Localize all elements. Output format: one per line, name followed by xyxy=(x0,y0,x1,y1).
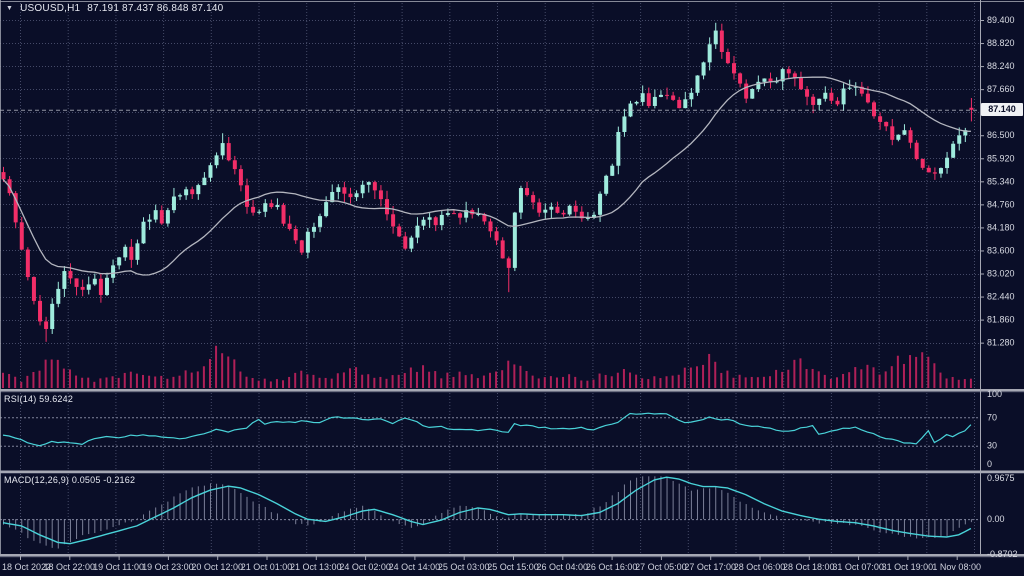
svg-text:85.920: 85.920 xyxy=(987,153,1015,163)
svg-text:27 Oct 05:00: 27 Oct 05:00 xyxy=(635,562,687,572)
svg-text:27 Oct 17:00: 27 Oct 17:00 xyxy=(684,562,736,572)
svg-text:26 Oct 16:00: 26 Oct 16:00 xyxy=(586,562,638,572)
svg-text:21 Oct 01:00: 21 Oct 01:00 xyxy=(241,562,293,572)
current-price-badge: 87.140 xyxy=(981,103,1023,117)
svg-text:0: 0 xyxy=(987,459,992,469)
svg-text:84.180: 84.180 xyxy=(987,222,1015,232)
svg-text:25 Oct 15:00: 25 Oct 15:00 xyxy=(487,562,539,572)
collapse-arrow-icon[interactable]: ▼ xyxy=(6,5,14,12)
svg-text:0.9675: 0.9675 xyxy=(987,473,1015,483)
svg-text:-0.8702: -0.8702 xyxy=(987,549,1018,559)
price-axis[interactable]: 89.40088.82088.24087.66087.08086.50085.9… xyxy=(980,15,1018,559)
svg-text:87.660: 87.660 xyxy=(987,84,1015,94)
svg-text:18 Oct 22:00: 18 Oct 22:00 xyxy=(44,562,96,572)
rsi-indicator-label: RSI(14) 59.6242 xyxy=(4,394,74,404)
svg-text:19 Oct 11:00: 19 Oct 11:00 xyxy=(93,562,144,572)
svg-text:19 Oct 23:00: 19 Oct 23:00 xyxy=(142,562,194,572)
svg-text:85.340: 85.340 xyxy=(987,176,1015,186)
svg-text:24 Oct 14:00: 24 Oct 14:00 xyxy=(389,562,441,572)
svg-text:28 Oct 18:00: 28 Oct 18:00 xyxy=(783,562,835,572)
svg-text:82.440: 82.440 xyxy=(987,292,1015,302)
svg-text:26 Oct 04:00: 26 Oct 04:00 xyxy=(537,562,589,572)
svg-text:20 Oct 12:00: 20 Oct 12:00 xyxy=(191,562,243,572)
svg-text:31 Oct 07:00: 31 Oct 07:00 xyxy=(832,562,884,572)
svg-text:88.240: 88.240 xyxy=(987,61,1015,71)
svg-text:1 Nov 08:00: 1 Nov 08:00 xyxy=(932,562,981,572)
svg-text:70: 70 xyxy=(987,412,997,422)
svg-text:21 Oct 13:00: 21 Oct 13:00 xyxy=(290,562,342,572)
svg-text:86.500: 86.500 xyxy=(987,130,1015,140)
svg-text:83.020: 83.020 xyxy=(987,269,1015,279)
svg-text:81.860: 81.860 xyxy=(987,315,1015,325)
svg-text:81.280: 81.280 xyxy=(987,338,1015,348)
macd-indicator-label: MACD(12,26,9) 0.0505 -0.2162 xyxy=(4,475,136,485)
symbol-name: USOUSD,H1 xyxy=(20,3,81,14)
svg-text:24 Oct 02:00: 24 Oct 02:00 xyxy=(339,562,391,572)
symbol-ohlc-label: ▼ USOUSD,H1 87.191 87.437 86.848 87.140 xyxy=(6,3,223,14)
svg-text:18 Oct 2022: 18 Oct 2022 xyxy=(2,562,51,572)
svg-text:28 Oct 06:00: 28 Oct 06:00 xyxy=(734,562,786,572)
svg-text:30: 30 xyxy=(987,441,997,451)
ohlc-values: 87.191 87.437 86.848 87.140 xyxy=(87,3,224,14)
svg-text:89.400: 89.400 xyxy=(987,15,1015,25)
svg-text:84.760: 84.760 xyxy=(987,199,1015,209)
svg-text:25 Oct 03:00: 25 Oct 03:00 xyxy=(438,562,490,572)
svg-text:31 Oct 19:00: 31 Oct 19:00 xyxy=(882,562,934,572)
svg-text:0.00: 0.00 xyxy=(987,514,1005,524)
svg-text:88.820: 88.820 xyxy=(987,38,1015,48)
svg-text:100: 100 xyxy=(987,389,1002,399)
svg-text:83.600: 83.600 xyxy=(987,245,1015,255)
